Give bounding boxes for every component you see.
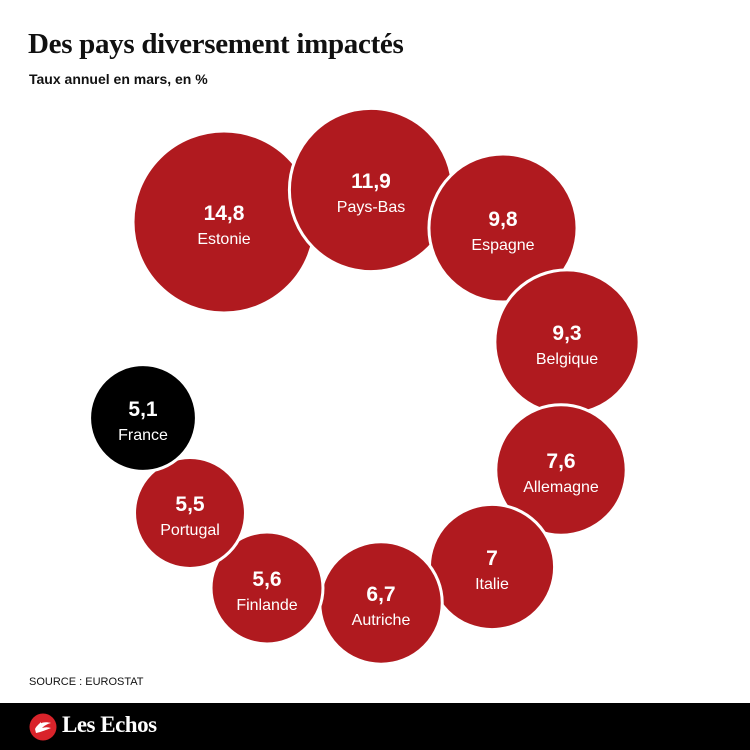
- bubble-pays-bas: 11,9 Pays-Bas: [287, 106, 455, 274]
- bubble-circle: [88, 363, 198, 473]
- bubble-country-label: Estonie: [197, 231, 250, 248]
- bubble-country-label: Belgique: [536, 351, 598, 368]
- bubble-country-label: Espagne: [471, 237, 534, 254]
- brand-name: Les Echos: [62, 712, 157, 737]
- bubble-value-label: 5,5: [175, 493, 205, 516]
- bubble-italie: 7 Italie: [427, 502, 557, 632]
- bubble-circle: [494, 403, 628, 537]
- chart-subtitle: Taux annuel en mars, en %: [29, 71, 208, 87]
- bubble-circle: [427, 152, 579, 304]
- bubble-country-label: Allemagne: [523, 479, 599, 496]
- bubble-country-label: France: [118, 427, 168, 444]
- bubble-value-label: 9,3: [552, 322, 581, 345]
- bubble-estonie: 14,8 Estonie: [131, 129, 317, 315]
- bubble-autriche: 6,7 Autriche: [318, 540, 444, 666]
- bubble-value-label: 5,1: [128, 398, 158, 421]
- bubble-portugal: 5,5 Portugal: [133, 456, 247, 570]
- les-echos-logo-icon: [29, 713, 57, 741]
- bubble-value-label: 9,8: [488, 208, 518, 231]
- bubble-country-label: Autriche: [352, 612, 411, 629]
- bubble-country-label: Finlande: [236, 597, 297, 614]
- bubble-circle: [209, 530, 325, 646]
- bubble-country-label: Italie: [475, 576, 509, 593]
- brand-footer: Les Echos: [0, 703, 750, 750]
- bubble-france: 5,1 France: [88, 363, 198, 473]
- bubble-allemagne: 7,6 Allemagne: [494, 403, 628, 537]
- bubble-finlande: 5,6 Finlande: [209, 530, 325, 646]
- bubble-value-label: 6,7: [366, 583, 395, 606]
- bubble-value-label: 5,6: [252, 568, 281, 591]
- source-note: SOURCE : EUROSTAT: [29, 676, 144, 688]
- bubble-value-label: 7: [486, 547, 498, 570]
- bubble-belgique: 9,3 Belgique: [493, 268, 641, 416]
- bubble-espagne: 9,8 Espagne: [427, 152, 579, 304]
- bubble-circle: [133, 456, 247, 570]
- bubble-country-label: Portugal: [160, 522, 220, 539]
- bubble-country-label: Pays-Bas: [337, 199, 405, 216]
- bubble-value-label: 7,6: [546, 450, 575, 473]
- bubble-chart: 14,8 Estonie 11,9 Pays-Bas 9,8 Espagne 9,3 Belg…: [88, 106, 641, 666]
- chart-title: Des pays diversement impactés: [28, 28, 404, 60]
- bubble-value-label: 11,9: [351, 170, 391, 193]
- bubble-value-label: 14,8: [204, 202, 245, 225]
